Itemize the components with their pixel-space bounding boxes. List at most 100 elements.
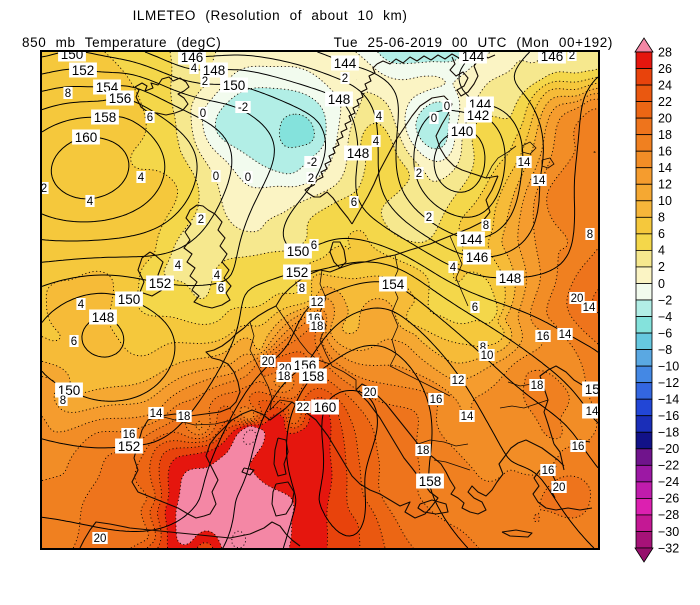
svg-text:146: 146 — [466, 250, 489, 265]
svg-text:144: 144 — [462, 49, 485, 64]
svg-text:10: 10 — [658, 194, 672, 208]
svg-text:4: 4 — [376, 111, 383, 123]
svg-text:158: 158 — [302, 369, 325, 384]
svg-text:14: 14 — [533, 175, 546, 187]
svg-text:150: 150 — [118, 292, 141, 307]
svg-text:−8: −8 — [658, 343, 672, 357]
svg-text:Tue 25-06-2019 00 UTC (Mon 00+: Tue 25-06-2019 00 UTC (Mon 00+192) — [334, 35, 613, 50]
svg-text:12: 12 — [452, 375, 465, 387]
svg-text:152: 152 — [286, 265, 309, 280]
svg-text:4: 4 — [658, 244, 665, 258]
svg-text:28: 28 — [658, 45, 672, 59]
svg-text:6: 6 — [351, 197, 357, 209]
svg-text:8: 8 — [658, 211, 665, 225]
svg-text:148: 148 — [203, 63, 226, 78]
svg-text:20: 20 — [571, 293, 584, 305]
svg-text:850 mb Temperature (degC): 850 mb Temperature (degC) — [22, 35, 221, 50]
svg-text:18: 18 — [278, 371, 291, 383]
svg-text:16: 16 — [572, 441, 585, 453]
svg-text:16: 16 — [658, 145, 672, 159]
svg-text:14: 14 — [583, 302, 596, 314]
svg-text:8: 8 — [480, 342, 486, 354]
svg-text:20: 20 — [658, 111, 672, 125]
svg-text:22: 22 — [297, 402, 310, 414]
svg-text:20: 20 — [262, 356, 275, 368]
svg-text:10: 10 — [481, 350, 494, 362]
svg-text:4: 4 — [175, 260, 182, 272]
svg-text:158: 158 — [94, 110, 117, 125]
svg-text:−24: −24 — [658, 475, 679, 489]
svg-text:140: 140 — [451, 124, 474, 139]
svg-text:4: 4 — [78, 299, 85, 311]
svg-text:−2: −2 — [658, 293, 672, 307]
svg-text:−6: −6 — [658, 326, 672, 340]
svg-text:4: 4 — [138, 172, 145, 184]
svg-text:−4: −4 — [658, 310, 672, 324]
svg-text:18: 18 — [531, 380, 544, 392]
svg-text:2: 2 — [658, 260, 665, 274]
svg-text:146: 146 — [541, 49, 564, 64]
svg-text:4: 4 — [214, 270, 221, 282]
svg-text:2: 2 — [308, 173, 314, 185]
svg-text:−20: −20 — [658, 442, 679, 456]
svg-text:150: 150 — [223, 78, 246, 93]
svg-text:6: 6 — [311, 240, 317, 252]
svg-text:22: 22 — [658, 95, 672, 109]
svg-text:18: 18 — [658, 128, 672, 142]
svg-text:14: 14 — [461, 411, 474, 423]
svg-text:152: 152 — [72, 63, 95, 78]
svg-text:16: 16 — [542, 465, 555, 477]
svg-text:14: 14 — [586, 406, 599, 418]
svg-text:152: 152 — [149, 276, 172, 291]
svg-text:8: 8 — [299, 283, 305, 295]
svg-text:154: 154 — [382, 277, 405, 292]
svg-text:8: 8 — [65, 88, 71, 100]
svg-text:4: 4 — [450, 262, 457, 274]
svg-text:4: 4 — [373, 136, 380, 148]
svg-text:20: 20 — [364, 387, 377, 399]
svg-text:6: 6 — [472, 302, 478, 314]
svg-text:−18: −18 — [658, 426, 679, 440]
svg-text:14: 14 — [150, 408, 163, 420]
svg-text:6: 6 — [147, 112, 153, 124]
svg-text:−26: −26 — [658, 492, 679, 506]
svg-text:2: 2 — [426, 212, 432, 224]
svg-text:−14: −14 — [658, 393, 679, 407]
svg-text:148: 148 — [92, 310, 115, 325]
svg-text:16: 16 — [537, 331, 550, 343]
svg-text:4: 4 — [191, 63, 198, 75]
svg-text:142: 142 — [467, 108, 490, 123]
svg-text:156: 156 — [109, 91, 132, 106]
svg-text:8: 8 — [483, 220, 489, 232]
svg-text:2: 2 — [342, 73, 348, 85]
svg-text:148: 148 — [328, 92, 351, 107]
svg-text:−22: −22 — [658, 459, 679, 473]
svg-text:12: 12 — [658, 178, 672, 192]
svg-text:24: 24 — [658, 78, 672, 92]
svg-text:14: 14 — [518, 157, 531, 169]
svg-text:18: 18 — [178, 411, 191, 423]
svg-text:14: 14 — [559, 329, 572, 341]
svg-text:160: 160 — [314, 400, 337, 415]
svg-text:148: 148 — [499, 271, 522, 286]
svg-text:2: 2 — [41, 183, 47, 195]
svg-text:0: 0 — [431, 113, 437, 125]
svg-text:12: 12 — [311, 297, 324, 309]
svg-text:148: 148 — [347, 146, 370, 161]
svg-text:6: 6 — [218, 283, 224, 295]
svg-text:0: 0 — [213, 171, 219, 183]
svg-text:18: 18 — [417, 445, 430, 457]
svg-text:8: 8 — [587, 229, 593, 241]
svg-text:-2: -2 — [307, 157, 317, 169]
svg-text:−30: −30 — [658, 525, 679, 539]
svg-text:146: 146 — [181, 50, 204, 65]
svg-text:0: 0 — [245, 172, 251, 184]
svg-text:150: 150 — [585, 382, 608, 397]
svg-text:−32: −32 — [658, 541, 679, 555]
svg-text:8: 8 — [60, 395, 66, 407]
svg-text:18: 18 — [311, 321, 324, 333]
svg-text:144: 144 — [334, 56, 357, 71]
svg-text:14: 14 — [658, 161, 672, 175]
svg-text:150: 150 — [287, 244, 310, 259]
svg-text:20: 20 — [553, 482, 566, 494]
